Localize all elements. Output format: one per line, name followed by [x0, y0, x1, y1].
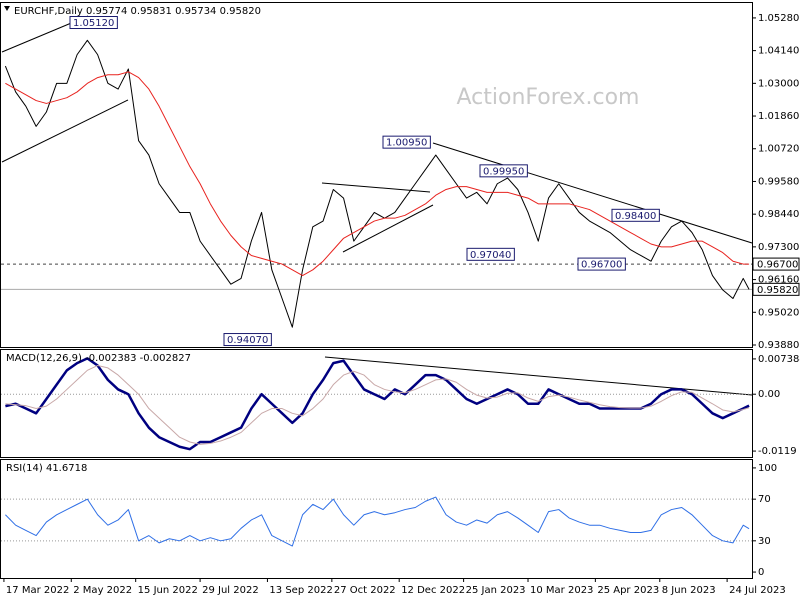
annotation-box: [611, 208, 660, 222]
annotation-box: [577, 257, 626, 271]
x-tick-label: 12 Dec 2022: [401, 585, 465, 596]
series-line: [5, 365, 750, 445]
annotation-box: [479, 164, 528, 178]
header-icon: [4, 6, 10, 11]
series-line: [5, 357, 750, 451]
y-tick-label: 1.03000: [758, 78, 799, 89]
annotation-box: [223, 333, 272, 347]
y-tick-label: 0.98440: [758, 209, 799, 220]
channel-lower: [1, 99, 129, 163]
annotation-label: 0.99950: [483, 166, 524, 177]
plot-area: [1, 496, 752, 547]
watermark: ActionForex.com: [457, 85, 640, 110]
panel-title: EURCHF,Daily 0.95774 0.95831 0.95734 0.9…: [14, 6, 261, 17]
plot-area: [1, 39, 752, 328]
panel-title: MACD(12,26,9) -0.002383 -0.002827: [6, 353, 191, 364]
y-tick-label: 1.00720: [758, 144, 799, 155]
y-tick-label: 100: [758, 463, 777, 474]
x-tick-label: 24 Jul 2023: [729, 585, 786, 596]
price-box-label: 0.95820: [757, 285, 798, 296]
x-tick-label: 25 Jan 2023: [466, 585, 526, 596]
y-tick-label: 70: [758, 494, 771, 505]
annotation-box: [382, 135, 431, 149]
macd-panel: [0, 349, 753, 458]
y-tick-label: 30: [758, 536, 771, 547]
price-box: [752, 282, 800, 296]
annotation-label: 0.98400: [615, 211, 656, 222]
plot-area: [1, 357, 752, 451]
triangle-upper: [321, 182, 431, 193]
series-line: [5, 496, 750, 547]
price-panel: [0, 2, 753, 348]
x-tick-label: 10 Mar 2023: [530, 585, 593, 596]
x-tick-label: 17 Mar 2022: [6, 585, 69, 596]
series-line: [5, 71, 750, 277]
price-box-label: 0.96700: [757, 260, 798, 271]
rsi-panel: [0, 459, 753, 579]
x-tick-label: 27 Oct 2022: [334, 585, 396, 596]
annotation-box: [466, 247, 515, 261]
x-tick-label: 29 Jul 2022: [202, 585, 259, 596]
x-tick-label: 2 May 2022: [73, 585, 132, 596]
panel-title: RSI(14) 41.6718: [6, 463, 87, 474]
price-box: [752, 257, 800, 271]
x-tick-label: 13 Sep 2022: [269, 585, 332, 596]
y-tick-label: 0.96160: [758, 275, 799, 286]
y-tick-label: -0.0119: [758, 446, 797, 457]
y-tick-label: 1.05280: [758, 13, 799, 24]
triangle-lower: [342, 204, 434, 253]
annotation-label: 1.00950: [386, 138, 427, 149]
y-tick-label: 0.97300: [758, 242, 799, 253]
annotation-box: [69, 16, 118, 30]
x-tick-label: 25 Apr 2023: [597, 585, 659, 596]
y-tick-label: 0.00: [758, 389, 780, 400]
annotation-label: 0.96700: [581, 260, 622, 271]
x-tick-label: 8 Jun 2023: [662, 585, 716, 596]
y-tick-label: 1.04140: [758, 46, 799, 57]
y-tick-label: 0: [758, 567, 764, 578]
resistance-line: [432, 142, 753, 244]
y-tick-label: 0.99580: [758, 176, 799, 187]
y-tick-label: 0.95020: [758, 307, 799, 318]
series-line: [4, 39, 750, 328]
y-tick-label: 1.01860: [758, 111, 799, 122]
annotation-label: 1.05120: [73, 18, 114, 29]
x-tick-label: 15 Jun 2022: [138, 585, 198, 596]
annotation-label: 0.94070: [227, 335, 268, 346]
y-tick-label: 0.007384: [758, 354, 800, 365]
annotation-label: 0.97040: [470, 250, 511, 261]
y-tick-label: 0.93880: [758, 340, 799, 351]
